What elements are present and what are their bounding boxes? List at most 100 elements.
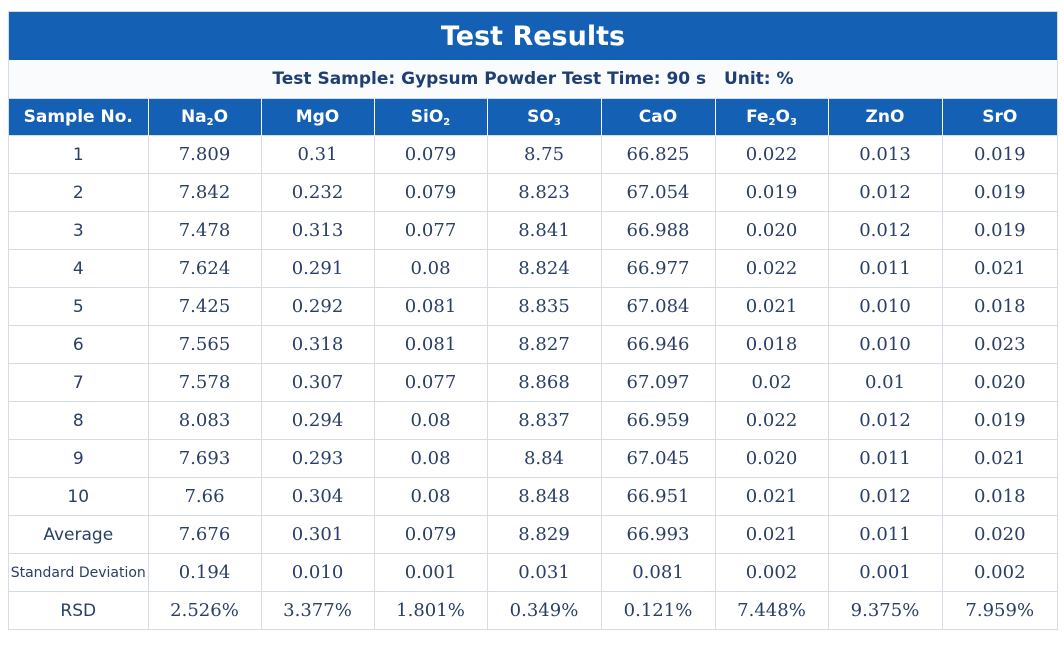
table-cell: 0.318 [260, 325, 375, 364]
time-value: 90 s [666, 69, 707, 89]
table-cell: 66.825 [600, 135, 716, 174]
column-header-subscript: 3 [789, 117, 797, 128]
results-table: Sample No. Na2O MgO SiO2 SO3 CaO Fe2O3 ZnO SrO 1… [9, 99, 1057, 629]
table-cell: 0.021 [941, 439, 1057, 478]
column-header-base: MgO [295, 107, 340, 127]
column-header: SO3 [486, 99, 601, 136]
column-header: SrO [941, 99, 1057, 136]
table-cell: 7.959% [941, 591, 1057, 629]
table-cell: 0.081 [373, 325, 488, 364]
column-header-tail: O [213, 107, 229, 127]
row-label: 10 [9, 477, 149, 516]
table-cell: 0.021 [941, 249, 1057, 288]
time-label: Test Time: [562, 69, 661, 89]
table-cell: 0.079 [373, 135, 488, 174]
table-cell: 7.676 [147, 515, 262, 554]
table-cell: 0.019 [714, 173, 829, 212]
table-cell: 8.829 [486, 515, 602, 554]
table-cell: 8.868 [486, 363, 602, 402]
table-cell: 8.083 [147, 401, 262, 440]
table-cell: 0.301 [260, 515, 375, 554]
table-cell: 8.837 [486, 401, 602, 440]
header-row: Sample No. Na2O MgO SiO2 SO3 CaO Fe2O3 ZnO SrO [9, 99, 1057, 136]
table-cell: 0.079 [373, 173, 488, 212]
table-cell: 0.292 [260, 287, 375, 326]
table-cell: 0.023 [941, 325, 1057, 364]
row-label: 3 [9, 211, 149, 250]
table-cell: 66.946 [600, 325, 716, 364]
row-label: 1 [9, 135, 149, 174]
table-cell: 9.375% [827, 591, 943, 629]
table-cell: 3.377% [260, 591, 375, 629]
table-cell: 0.001 [373, 553, 488, 592]
table-cell: 66.993 [600, 515, 716, 554]
table-cell: 7.809 [147, 135, 262, 174]
table-cell: 0.012 [827, 477, 943, 516]
column-header: SiO2 [373, 99, 487, 136]
table-cell: 0.019 [941, 173, 1057, 212]
table-cell: 7.624 [147, 249, 262, 288]
table-cell: 0.081 [373, 287, 488, 326]
table-cell: 0.019 [941, 135, 1057, 174]
results-panel: Test Results Test Sample: Gypsum Powder … [8, 11, 1058, 630]
table-cell: 8.827 [486, 325, 602, 364]
table-cell: 7.448% [714, 591, 829, 629]
table-cell: 0.021 [714, 477, 829, 516]
table-cell: 0.077 [373, 363, 488, 402]
table-cell: 0.019 [941, 211, 1057, 250]
table-row: 4 7.624 0.291 0.08 8.824 66.977 0.022 0.011 0.02… [9, 249, 1057, 288]
table-row: 8 8.083 0.294 0.08 8.837 66.959 0.022 0.012 0.01… [9, 401, 1057, 440]
table-cell: 8.824 [486, 249, 602, 288]
table-cell: 8.823 [486, 173, 602, 212]
column-header-tail: O [775, 107, 790, 127]
table-row: Average 7.676 0.301 0.079 8.829 66.993 0.021 0.… [9, 515, 1057, 554]
row-label: Standard Deviation [9, 553, 149, 592]
table-cell: 67.054 [600, 173, 716, 212]
table-cell: 67.084 [600, 287, 716, 326]
table-cell: 66.951 [600, 477, 716, 516]
table-cell: 0.08 [373, 401, 488, 440]
table-cell: 0.293 [260, 439, 375, 478]
table-cell: 0.001 [827, 553, 943, 592]
column-header-subscript: 3 [553, 117, 561, 128]
column-header-base: SO [527, 107, 554, 127]
table-cell: 0.194 [147, 553, 262, 592]
table-cell: 0.08 [373, 249, 488, 288]
table-row: 9 7.693 0.293 0.08 8.84 67.045 0.020 0.011 0.021 [9, 439, 1057, 478]
row-label: RSD [9, 591, 149, 629]
table-row: 1 7.809 0.31 0.079 8.75 66.825 0.022 0.013 0.019 [9, 135, 1057, 174]
table-cell: 66.977 [600, 249, 716, 288]
table-cell: 7.66 [147, 477, 262, 516]
table-cell: 66.959 [600, 401, 716, 440]
row-label: 4 [9, 249, 149, 288]
table-cell: 0.08 [373, 477, 488, 516]
table-cell: 8.848 [486, 477, 602, 516]
table-cell: 0.011 [827, 439, 943, 478]
table-cell: 0.081 [600, 553, 716, 592]
table-cell: 0.021 [714, 515, 829, 554]
table-row: 2 7.842 0.232 0.079 8.823 67.054 0.019 0.012 0.0… [9, 173, 1057, 212]
row-label: 5 [9, 287, 149, 326]
unit-value: % [776, 69, 794, 89]
row-label: 6 [9, 325, 149, 364]
table-cell: 0.121% [600, 591, 716, 629]
table-cell: 0.020 [941, 515, 1057, 554]
table-cell: 0.011 [827, 515, 943, 554]
table-cell: 0.022 [714, 401, 829, 440]
table-cell: 7.578 [147, 363, 262, 402]
table-cell: 7.693 [147, 439, 262, 478]
table-row: 10 7.66 0.304 0.08 8.848 66.951 0.021 0.012 0.01… [9, 477, 1057, 516]
table-cell: 2.526% [147, 591, 262, 629]
table-cell: 0.307 [260, 363, 375, 402]
table-cell: 0.011 [827, 249, 943, 288]
table-cell: 7.478 [147, 211, 262, 250]
column-header-base: Fe [746, 107, 769, 127]
column-header-base: SiO [410, 107, 444, 127]
table-cell: 0.01 [827, 363, 943, 402]
table-cell: 0.077 [373, 211, 488, 250]
unit-label: Unit: [723, 69, 771, 89]
test-info: Test Sample: Gypsum Powder Test Time: 90… [9, 60, 1057, 99]
column-header-base: Sample No. [23, 107, 133, 127]
table-row: RSD 2.526% 3.377% 1.801% 0.349% 0.121% 7.448% 9… [9, 591, 1057, 629]
table-cell: 8.835 [486, 287, 602, 326]
